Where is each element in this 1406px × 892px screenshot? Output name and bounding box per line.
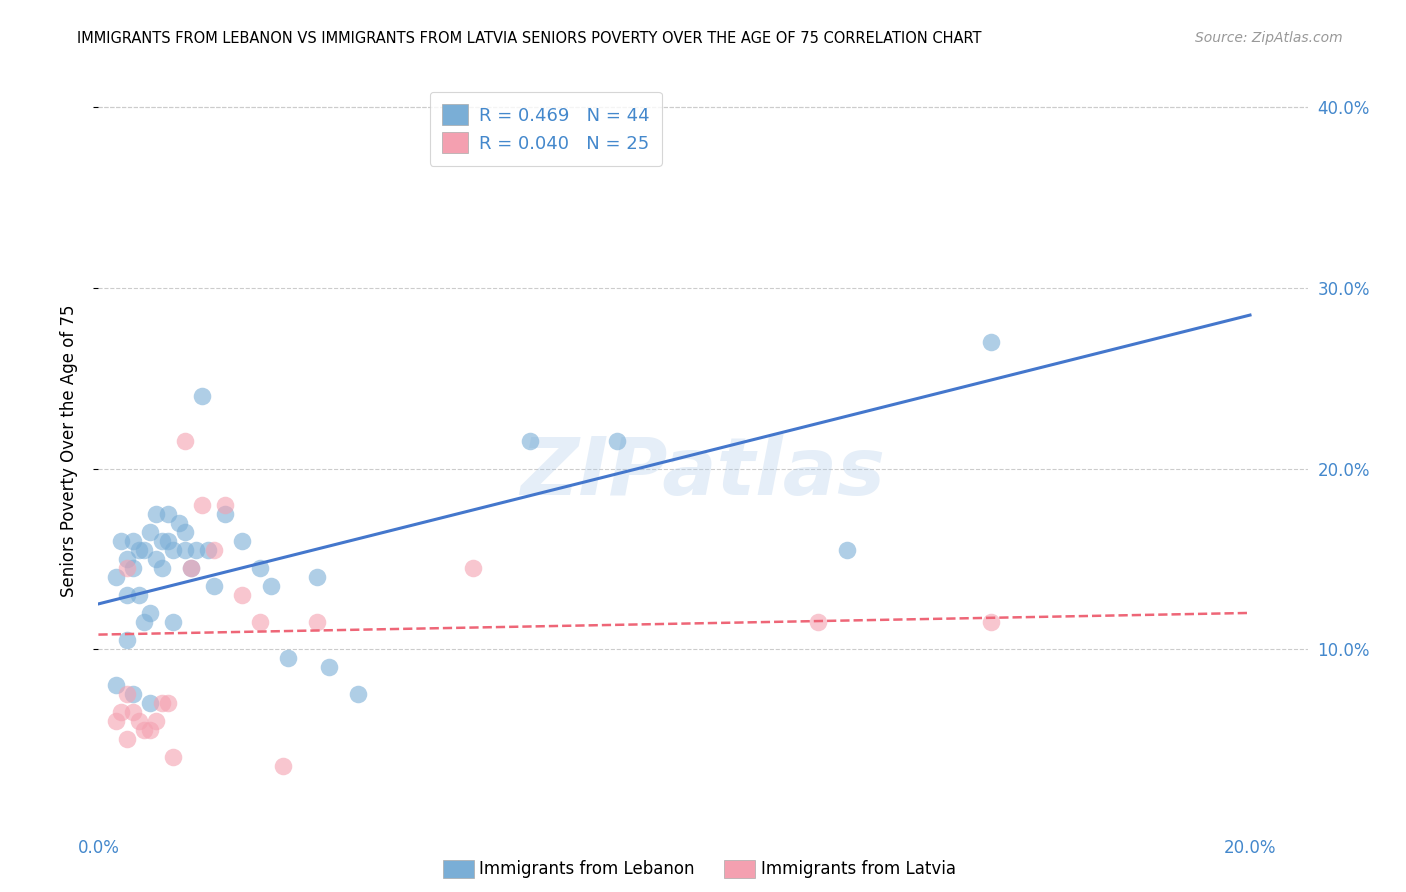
Point	[139, 524, 162, 539]
Point	[167, 516, 190, 530]
Point	[202, 542, 225, 557]
Point	[128, 542, 150, 557]
Text: IMMIGRANTS FROM LEBANON VS IMMIGRANTS FROM LATVIA SENIORS POVERTY OVER THE AGE O: IMMIGRANTS FROM LEBANON VS IMMIGRANTS FR…	[77, 31, 981, 46]
Point	[191, 389, 214, 403]
Point	[115, 551, 138, 566]
Point	[145, 507, 167, 521]
Point	[231, 533, 253, 548]
Point	[980, 335, 1002, 350]
Point	[128, 714, 150, 729]
Point	[115, 732, 138, 747]
Point	[134, 542, 156, 557]
Point	[162, 615, 184, 629]
Text: ZIPatlas: ZIPatlas	[520, 434, 886, 512]
Point	[122, 687, 145, 701]
Point	[156, 533, 179, 548]
Point	[202, 579, 225, 593]
Point	[307, 570, 329, 584]
Point	[519, 434, 541, 449]
Point	[139, 723, 162, 738]
Point	[150, 533, 173, 548]
Point	[231, 588, 253, 602]
Point	[173, 524, 195, 539]
Y-axis label: Seniors Poverty Over the Age of 75: Seniors Poverty Over the Age of 75	[59, 304, 77, 597]
Point	[249, 615, 271, 629]
Point	[134, 723, 156, 738]
Point	[346, 687, 368, 701]
Point	[173, 542, 195, 557]
Point	[139, 696, 162, 710]
Point	[104, 678, 127, 692]
Point	[128, 588, 150, 602]
Point	[115, 561, 138, 575]
Point	[249, 561, 271, 575]
Point	[807, 615, 830, 629]
Point	[461, 561, 484, 575]
Point	[150, 696, 173, 710]
Point	[271, 759, 294, 773]
Point	[197, 542, 219, 557]
Point	[173, 434, 195, 449]
Point	[307, 615, 329, 629]
Point	[134, 615, 156, 629]
Text: Immigrants from Latvia: Immigrants from Latvia	[761, 860, 956, 878]
Point	[110, 705, 132, 719]
Point	[277, 651, 299, 665]
Point	[606, 434, 628, 449]
Point	[214, 507, 236, 521]
Point	[318, 660, 340, 674]
Point	[260, 579, 283, 593]
Point	[110, 533, 132, 548]
Point	[150, 561, 173, 575]
Legend: R = 0.469   N = 44, R = 0.040   N = 25: R = 0.469 N = 44, R = 0.040 N = 25	[430, 92, 662, 166]
Point	[139, 606, 162, 620]
Point	[162, 542, 184, 557]
Point	[186, 542, 208, 557]
Point	[122, 533, 145, 548]
Point	[115, 588, 138, 602]
Point	[191, 498, 214, 512]
Point	[156, 507, 179, 521]
Point	[145, 551, 167, 566]
Point	[180, 561, 202, 575]
Point	[115, 633, 138, 648]
Point	[835, 542, 858, 557]
Point	[214, 498, 236, 512]
Point	[145, 714, 167, 729]
Point	[104, 570, 127, 584]
Point	[115, 687, 138, 701]
Text: Immigrants from Lebanon: Immigrants from Lebanon	[479, 860, 695, 878]
Point	[122, 705, 145, 719]
Point	[104, 714, 127, 729]
Point	[156, 696, 179, 710]
Point	[980, 615, 1002, 629]
Point	[122, 561, 145, 575]
Point	[162, 750, 184, 764]
Point	[180, 561, 202, 575]
Text: Source: ZipAtlas.com: Source: ZipAtlas.com	[1195, 31, 1343, 45]
